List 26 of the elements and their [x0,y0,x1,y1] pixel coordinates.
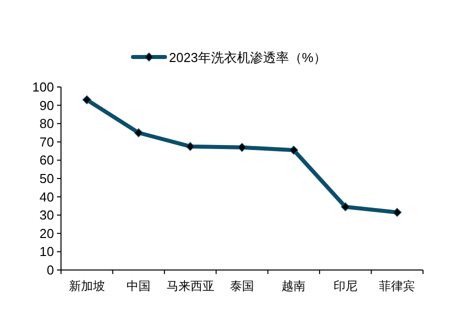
point [134,128,143,138]
y-tick-label: 100 [32,80,54,94]
x-tick-label: 菲律宾 [379,279,416,293]
x-tick-label: 中国 [126,279,151,293]
x-tick-label: 泰国 [230,279,254,293]
y-tick-label: 0 [46,262,54,278]
y-tick-label: 20 [40,226,54,241]
y-tick-label: 30 [40,208,54,223]
point [238,142,246,152]
y-tick-label: 10 [40,244,54,260]
point [392,208,402,217]
y-tick-label: 70 [40,134,54,150]
legend-label: 2023年洗衣机渗透率（%） [169,50,326,65]
x-tick-label: 新加坡 [68,279,105,293]
point [289,146,298,155]
point [82,95,92,104]
y-tick-label: 90 [40,98,54,113]
x-tick-label: 马来西亚 [166,279,214,293]
y-tick-label: 50 [40,171,54,186]
y-tick-label: 80 [40,116,54,132]
x-tick-label: 越南 [282,279,306,293]
point [186,142,195,151]
y-tick-label: 40 [40,189,54,204]
y-tick-label: 60 [40,152,54,168]
point [341,202,350,212]
x-tick-label: 印尼 [333,279,358,293]
